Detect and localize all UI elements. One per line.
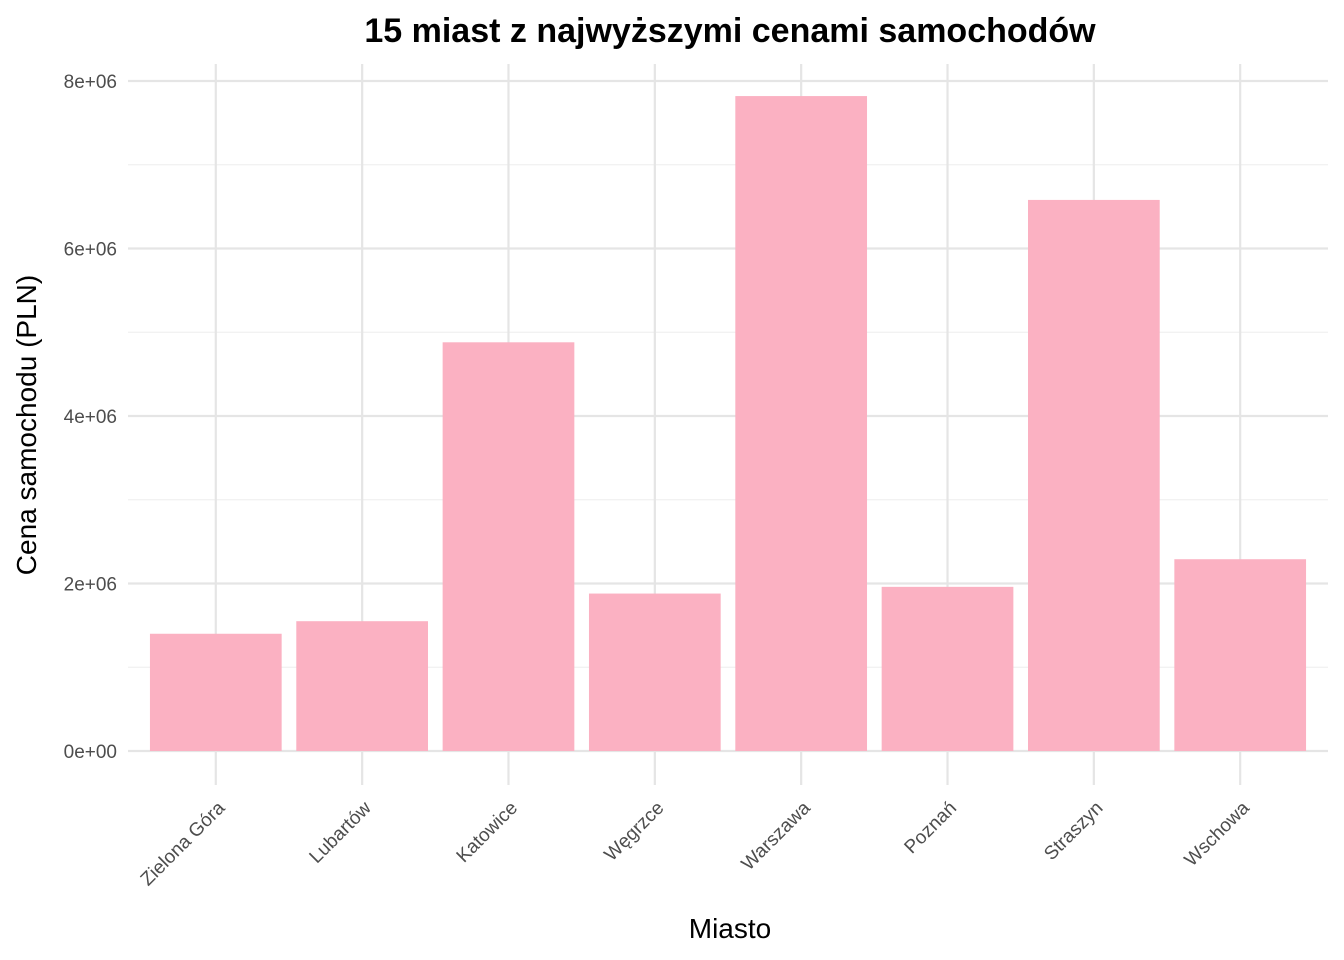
bar bbox=[735, 96, 868, 751]
y-tick-label: 2e+06 bbox=[64, 575, 117, 596]
y-axis-ticks: 0e+00 2e+06 4e+06 6e+06 8e+06 bbox=[64, 72, 117, 763]
x-tick-label: Warszawa bbox=[738, 797, 815, 874]
chart-title: 15 miast z najwyższymi cenami samochodów bbox=[364, 12, 1096, 50]
bar bbox=[149, 633, 282, 751]
bar bbox=[296, 621, 428, 751]
x-tick-label: Lubartów bbox=[306, 797, 376, 867]
x-axis-ticks: Zielona Góra Lubartów Katowice Węgrzce Warsz… bbox=[137, 797, 1254, 890]
bar bbox=[588, 593, 721, 751]
x-tick-label: Zielona Góra bbox=[137, 797, 230, 890]
y-tick-label: 6e+06 bbox=[64, 240, 117, 261]
bar bbox=[1028, 199, 1160, 752]
x-tick-label: Wschowa bbox=[1181, 797, 1254, 870]
bar bbox=[1174, 559, 1307, 751]
x-axis-title: Miasto bbox=[689, 913, 771, 944]
bar bbox=[881, 586, 1014, 751]
y-axis-title: Cena samochodu (PLN) bbox=[11, 275, 42, 575]
bar bbox=[442, 342, 575, 751]
bars bbox=[149, 96, 1307, 752]
x-tick-label: Poznań bbox=[901, 798, 961, 858]
x-tick-label: Katowice bbox=[453, 798, 522, 867]
x-tick-label: Straszyn bbox=[1040, 798, 1107, 865]
y-tick-label: 8e+06 bbox=[64, 72, 117, 93]
y-tick-label: 4e+06 bbox=[64, 407, 117, 428]
y-tick-label: 0e+00 bbox=[64, 742, 117, 763]
x-tick-label: Węgrzce bbox=[601, 798, 669, 866]
